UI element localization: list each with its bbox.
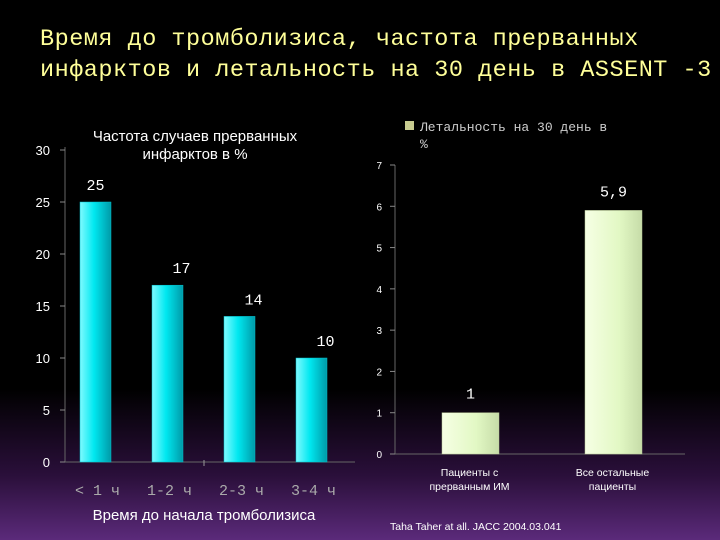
legend-label: Летальность на 30 день в% bbox=[419, 120, 607, 152]
left-y-tick-label: 0 bbox=[43, 455, 50, 470]
right-y-tick-label: 4 bbox=[376, 285, 382, 296]
right-y-tick-label: 3 bbox=[376, 326, 382, 337]
left-bar bbox=[295, 357, 328, 463]
legend-swatch bbox=[405, 121, 414, 130]
left-bar-value-label: 10 bbox=[316, 334, 334, 351]
footnote: Taha Taher at all. JACC 2004.03.041 bbox=[390, 521, 562, 533]
right-bar bbox=[441, 412, 500, 455]
right-y-tick-label: 1 bbox=[376, 409, 382, 420]
right-bar-value-label: 5,9 bbox=[600, 184, 627, 201]
left-x-axis-label: Время до начала тромболизиса bbox=[93, 507, 316, 524]
left-x-tick-label: 3-4 ч bbox=[291, 483, 336, 500]
left-bar bbox=[79, 201, 112, 463]
right-y-tick-label: 7 bbox=[376, 161, 382, 172]
right-bar bbox=[584, 210, 643, 455]
slide-title: Время до тромболизиса, частота прерванны… bbox=[40, 26, 712, 84]
left-y-tick-label: 10 bbox=[36, 351, 50, 366]
left-bar-value-label: 17 bbox=[172, 261, 190, 278]
right-x-tick-label: Все остальные пациенты bbox=[576, 467, 650, 493]
left-y-tick-label: 30 bbox=[36, 143, 50, 158]
left-bar bbox=[223, 316, 256, 463]
left-y-tick-label: 15 bbox=[36, 299, 50, 314]
left-bar-value-label: 25 bbox=[86, 178, 104, 195]
right-y-tick-label: 2 bbox=[376, 367, 382, 378]
left-bar-value-label: 14 bbox=[244, 292, 262, 309]
right-y-tick-label: 0 bbox=[376, 450, 382, 461]
left-y-tick-label: 20 bbox=[36, 247, 50, 262]
left-chart: Частота случаев прерванных инфарктов в % … bbox=[64, 128, 355, 524]
right-y-tick-label: 5 bbox=[376, 244, 382, 255]
left-x-tick-label: 1-2 ч bbox=[147, 483, 192, 500]
left-y-tick-label: 5 bbox=[43, 403, 50, 418]
left-chart-title: Частота случаев прерванных инфарктов в % bbox=[93, 128, 298, 163]
right-bar-value-label: 1 bbox=[466, 387, 475, 404]
left-x-tick-label: < 1 ч bbox=[75, 483, 120, 500]
right-chart: Летальность на 30 день в% bbox=[394, 120, 685, 455]
left-x-tick-label: 2-3 ч bbox=[219, 483, 264, 500]
right-x-tick-label: Пациенты с прерванным ИМ bbox=[429, 467, 509, 493]
right-y-tick-label: 6 bbox=[376, 202, 382, 213]
left-bar bbox=[151, 284, 184, 463]
left-y-tick-label: 25 bbox=[36, 195, 50, 210]
